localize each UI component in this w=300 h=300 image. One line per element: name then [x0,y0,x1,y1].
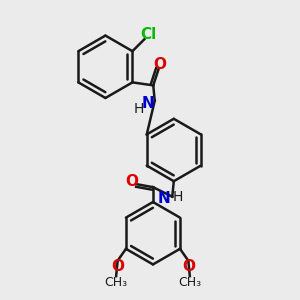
Text: CH₃: CH₃ [105,276,128,289]
Text: H: H [133,102,144,116]
Text: H: H [172,190,183,204]
Text: O: O [111,259,124,274]
Text: N: N [142,96,155,111]
Text: N: N [158,191,170,206]
Text: CH₃: CH₃ [178,276,201,289]
Text: Cl: Cl [141,27,157,42]
Text: O: O [154,57,166,72]
Text: O: O [125,174,138,189]
Text: O: O [182,259,195,274]
